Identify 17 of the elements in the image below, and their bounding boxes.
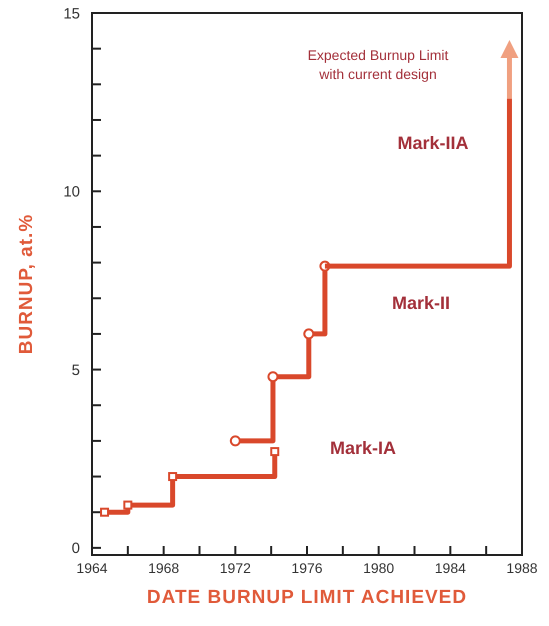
y-tick-label: 10 (63, 184, 80, 201)
x-tick-label: 1968 (148, 560, 180, 576)
annotation: Mark-IIA (397, 133, 469, 153)
y-tick-label: 0 (72, 540, 80, 558)
y-axis-title: BURNUP, at.% (16, 214, 37, 354)
annotation: Mark-IA (330, 438, 396, 458)
x-tick-label: 1964 (76, 560, 108, 576)
x-tick-label: 1988 (506, 560, 538, 576)
x-tick-label: 1976 (291, 560, 323, 576)
y-tick-label: 5 (72, 362, 80, 379)
y-tick-label: 15 (63, 5, 80, 22)
x-axis-title: DATE BURNUP LIMIT ACHIEVED (146, 587, 468, 608)
annotation: Expected Burnup Limit with current design (308, 47, 449, 82)
x-tick-label: 1984 (434, 560, 466, 576)
annotation: Mark-II (392, 293, 450, 313)
x-tick-label: 1972 (220, 560, 252, 576)
x-tick-label: 1980 (363, 560, 394, 576)
